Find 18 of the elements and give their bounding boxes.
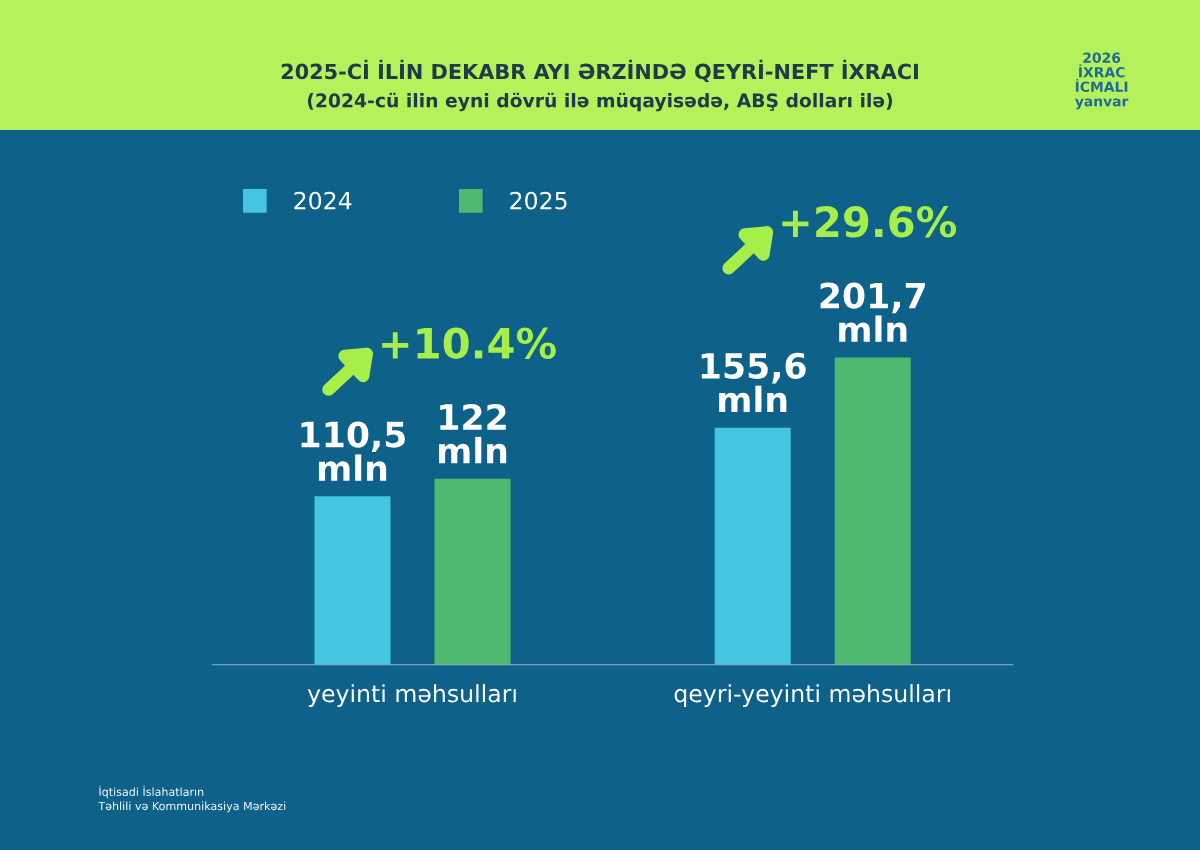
data-label: 155,6 mln	[701, 352, 806, 413]
data-label: 122 mln	[439, 403, 507, 464]
chart-title: 2025-Cİ İLİN DEKABR AYI ƏRZİNDƏ QEYRİ-NEFT İXRACI	[281, 59, 918, 83]
bar	[714, 427, 791, 665]
text: İqtisadi İslahatların Təhlili və Kommunikasiya Mərkəzi	[98, 785, 286, 813]
data-label: 110,5 mln	[301, 421, 405, 481]
legend-label: 2024	[294, 191, 352, 210]
text: +29.6%	[782, 206, 957, 238]
annotation: +10.4%	[382, 327, 556, 359]
chart-subtitle: (2024-cü ilin eyni dövrü ilə müqayisədə, ABŞ dolları ilə)	[307, 92, 893, 112]
x-tick-label: qeyri-yeyinti məhsulları	[674, 684, 950, 707]
bar	[434, 478, 511, 665]
text: 2026 İXRAC İCMALI yanvar	[1074, 52, 1129, 110]
legend-label: 2025	[510, 191, 567, 210]
bar	[314, 496, 391, 665]
bar	[834, 357, 911, 665]
data-label: 201,7 mln	[820, 282, 925, 342]
x-tick-label: yeyinti məhsulları	[307, 684, 516, 707]
